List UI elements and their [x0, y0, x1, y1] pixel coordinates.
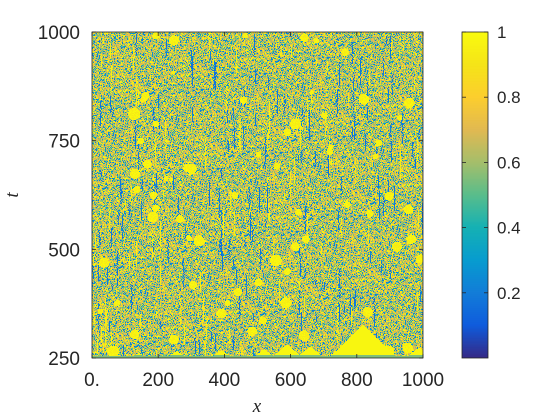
colorbar-gradient — [462, 32, 488, 358]
x-tick-label: 200 — [142, 370, 174, 391]
plot-border — [91, 31, 424, 359]
y-tick-label: 500 — [48, 240, 80, 261]
y-axis: 250 500 750 1000 — [38, 23, 423, 370]
x-tick-label: 0. — [84, 370, 100, 391]
colorbar-tick-label: 0.6 — [497, 153, 521, 172]
axes-frame — [91, 31, 489, 359]
x-axis-label: x — [252, 396, 262, 417]
y-axis-label: t — [2, 192, 23, 198]
colorbar-border — [461, 31, 489, 359]
colorbar-tick-label: 1 — [497, 23, 506, 42]
x-axis: 0. 200 400 600 800 1000 — [84, 32, 444, 391]
x-tick-label: 600 — [275, 370, 307, 391]
y-tick-label: 1000 — [38, 23, 80, 44]
colorbar-tick-label: 0.4 — [497, 219, 521, 238]
x-tick-label: 800 — [341, 370, 373, 391]
colorbar-axis: 0.2 0.4 0.6 0.8 1 — [462, 23, 521, 303]
x-tick-label: 400 — [209, 370, 241, 391]
heatmap-image — [92, 32, 423, 358]
x-tick-label: 1000 — [402, 370, 444, 391]
colorbar-tick-label: 0.8 — [497, 88, 521, 107]
colorbar-tick-label: 0.2 — [497, 284, 521, 303]
y-tick-label: 750 — [48, 132, 80, 153]
y-tick-label: 250 — [48, 349, 80, 370]
